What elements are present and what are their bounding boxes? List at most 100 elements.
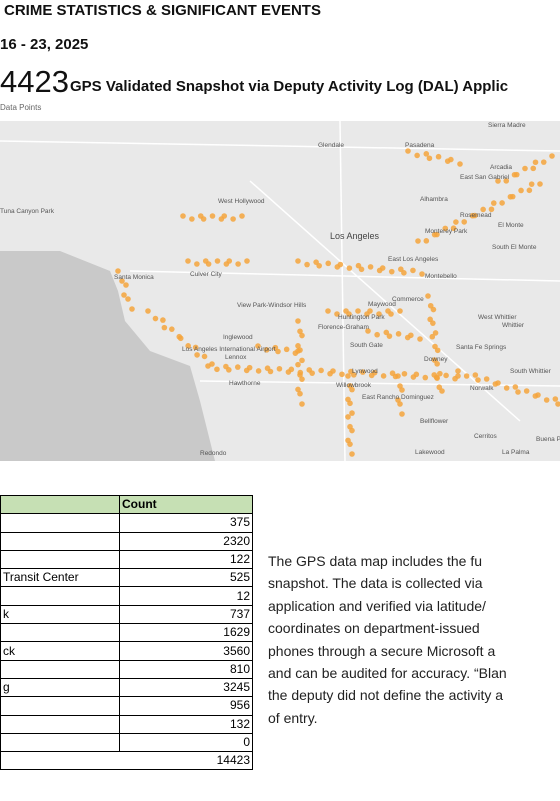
gps-point (325, 308, 331, 314)
gps-point (434, 347, 441, 354)
gps-point (543, 397, 550, 403)
gps-point (226, 367, 232, 373)
gps-point (347, 441, 353, 447)
gps-point (125, 296, 131, 302)
place-label: Lakewood (415, 449, 445, 456)
gps-point (423, 238, 430, 244)
gps-point (463, 373, 470, 379)
gps-point (399, 411, 405, 417)
gps-point (123, 282, 129, 288)
gps-point (283, 346, 290, 353)
gps-point (234, 364, 241, 370)
gps-point (185, 258, 191, 264)
gps-point (379, 265, 386, 271)
gps-point (488, 206, 495, 213)
gps-point (345, 373, 351, 379)
place-label: East Los Angeles (388, 256, 439, 263)
paragraph-line: snapshot. The data is collected via (268, 575, 483, 592)
row-count: 3560 (119, 641, 253, 661)
place-label: Tuna Canyon Park (0, 208, 55, 215)
place-label: Commerce (392, 296, 424, 303)
table-row: 122 (0, 549, 253, 570)
total-count: 14423 (0, 751, 253, 771)
paragraph-line: The GPS data map includes the fu (268, 553, 483, 569)
gps-point (119, 278, 125, 284)
gps-point (386, 333, 393, 339)
place-label: Glendale (318, 142, 344, 149)
gps-point (388, 311, 394, 317)
gps-point (339, 371, 345, 378)
gps-point (425, 293, 431, 299)
row-label: Transit Center (0, 568, 120, 588)
gps-point (426, 155, 433, 162)
gps-point (276, 365, 283, 372)
gps-point (555, 401, 560, 407)
gps-point (351, 372, 357, 378)
gps-point (388, 268, 395, 275)
place-label: Lynwood (352, 368, 378, 375)
gps-point (349, 427, 355, 434)
gps-point (239, 213, 245, 219)
gps-point (530, 165, 537, 172)
gps-point (499, 200, 505, 206)
gps-point (299, 332, 305, 339)
place-label: Downey (424, 356, 448, 363)
gps-point (205, 363, 211, 369)
gps-point (448, 156, 454, 163)
gps-point (226, 258, 233, 264)
gps-point (346, 265, 353, 271)
place-label: Cerritos (474, 433, 498, 440)
paragraph-line: phones through a secure Microsoft a (268, 642, 496, 659)
gps-point (413, 371, 420, 378)
gps-point (299, 376, 305, 382)
gps-point (450, 225, 457, 232)
gps-point (169, 326, 175, 332)
row-count: 122 (119, 549, 253, 570)
place-label: Inglewood (223, 334, 253, 341)
gps-point (235, 261, 241, 267)
table-row: 0 (0, 732, 253, 753)
table-row: 12 (0, 586, 253, 606)
paragraph-line: and can be audited for accuracy. “Blan (268, 665, 507, 682)
place-label: Sierra Madre (488, 122, 526, 129)
row-label (0, 696, 120, 716)
table-row: Transit Center 525 (0, 568, 253, 588)
row-label (0, 513, 120, 533)
row-label (0, 623, 120, 643)
gps-point (495, 380, 501, 386)
gps-point (435, 153, 442, 160)
gps-point (145, 308, 151, 314)
gps-point (355, 308, 361, 314)
gps-point (263, 347, 270, 353)
gps-point (367, 264, 374, 270)
table-row: k 737 (0, 604, 253, 625)
gps-point (201, 353, 208, 360)
gps-point (334, 311, 340, 317)
gps-point (309, 370, 315, 376)
gps-point (318, 367, 324, 374)
gps-point (528, 181, 535, 187)
gps-point (374, 331, 380, 338)
roads (0, 121, 560, 461)
gps-point (121, 292, 127, 298)
place-label: West Whittier (478, 314, 517, 321)
gps-point (359, 369, 366, 375)
row-count: 737 (119, 604, 253, 625)
place-label: Monterey Park (425, 228, 468, 235)
gps-point (512, 384, 519, 390)
gps-point (395, 331, 402, 337)
gps-point (325, 260, 332, 267)
gps-point (437, 370, 443, 377)
gps-point (415, 238, 421, 244)
header-cell (0, 494, 120, 515)
place-label: Lennox (225, 354, 247, 361)
gps-point (295, 386, 301, 393)
row-count: 956 (119, 696, 253, 716)
place-label: Norwalk (470, 385, 494, 392)
place-label: East San Gabriel (460, 174, 510, 181)
gps-points (115, 148, 560, 457)
gps-point (526, 187, 533, 194)
row-count: 810 (119, 659, 253, 679)
row-label: ck (0, 641, 120, 661)
